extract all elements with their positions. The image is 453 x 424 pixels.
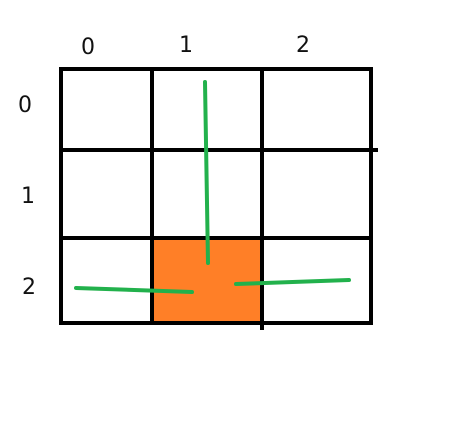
- green-strokes: [74, 80, 351, 294]
- column-label-1: 1: [179, 33, 193, 58]
- column-label-2: 2: [296, 33, 310, 58]
- column-label-0: 0: [81, 35, 95, 60]
- row-label-2: 2: [22, 275, 36, 300]
- row-label-0: 0: [18, 93, 32, 118]
- vertical-stroke: [203, 80, 210, 265]
- right-horizontal-stroke: [234, 278, 351, 286]
- row-label-1: 1: [21, 184, 35, 209]
- left-horizontal-stroke: [74, 286, 194, 294]
